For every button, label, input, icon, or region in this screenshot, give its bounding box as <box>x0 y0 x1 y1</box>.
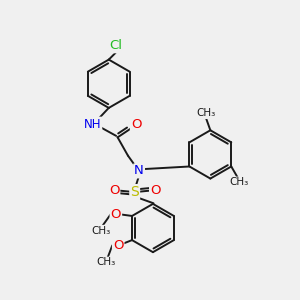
Text: CH₃: CH₃ <box>229 177 248 188</box>
Text: CH₃: CH₃ <box>92 226 111 236</box>
Text: N: N <box>134 164 144 177</box>
Text: NH: NH <box>84 118 101 130</box>
Text: O: O <box>113 239 123 252</box>
Text: O: O <box>111 208 121 221</box>
Text: CH₃: CH₃ <box>97 257 116 268</box>
Text: O: O <box>109 184 119 196</box>
Text: S: S <box>130 185 139 199</box>
Text: Cl: Cl <box>110 39 123 52</box>
Text: O: O <box>150 184 160 196</box>
Text: CH₃: CH₃ <box>196 108 216 118</box>
Text: O: O <box>131 118 141 131</box>
